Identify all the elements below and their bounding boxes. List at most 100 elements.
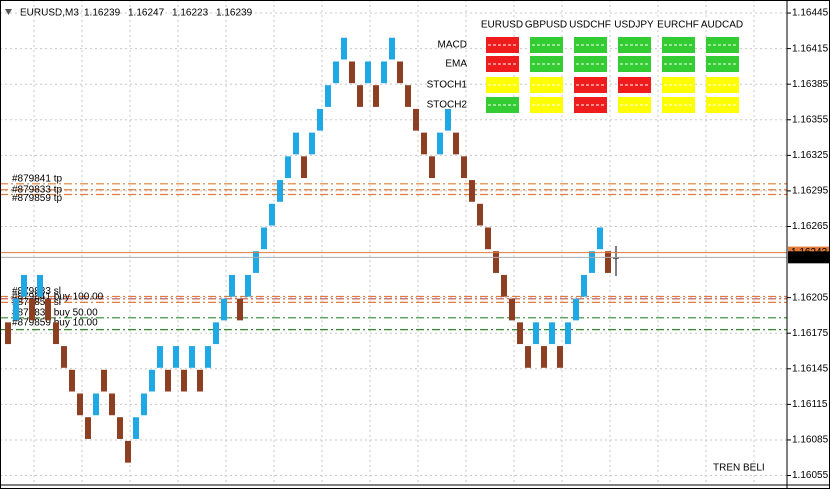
price-tag bbox=[788, 251, 830, 264]
y-tick-label: 1.16115 bbox=[792, 399, 828, 410]
renko-brick bbox=[341, 37, 347, 60]
renko-brick bbox=[541, 346, 547, 368]
signal-cell bbox=[662, 37, 695, 53]
order-label: #879833 sl bbox=[12, 286, 61, 297]
renko-brick bbox=[421, 132, 427, 155]
renko-brick bbox=[245, 274, 251, 297]
renko-brick bbox=[213, 322, 219, 345]
signal-cell bbox=[706, 37, 739, 53]
renko-brick bbox=[37, 274, 43, 297]
renko-brick bbox=[469, 180, 475, 202]
renko-brick bbox=[261, 227, 267, 250]
renko-brick bbox=[293, 132, 299, 155]
renko-brick bbox=[221, 298, 227, 321]
ohlc-value: 1.16239 bbox=[216, 8, 253, 19]
renko-brick bbox=[573, 298, 579, 321]
renko-brick bbox=[109, 393, 115, 416]
renko-brick bbox=[597, 227, 603, 250]
renko-brick bbox=[189, 346, 195, 368]
renko-brick bbox=[477, 203, 483, 226]
signal-cell bbox=[530, 56, 563, 72]
y-tick-label: 1.16205 bbox=[792, 292, 829, 303]
row-label: EMA bbox=[445, 59, 467, 70]
order-label: #879833 buy 50.00 bbox=[12, 307, 98, 318]
order-label: #879859 tp bbox=[12, 193, 62, 204]
renko-brick bbox=[13, 298, 19, 321]
renko-brick bbox=[581, 274, 587, 297]
renko-brick bbox=[373, 85, 379, 107]
renko-brick bbox=[517, 322, 523, 345]
ohlc-value: 1.16239 bbox=[84, 8, 121, 19]
renko-brick bbox=[309, 132, 315, 155]
renko-brick bbox=[133, 417, 139, 439]
signal-cell bbox=[530, 97, 563, 113]
order-label: #879841 buy 100.00 bbox=[12, 291, 104, 302]
renko-brick bbox=[29, 298, 35, 321]
signal-cell bbox=[618, 56, 651, 72]
y-tick-label: 1.16265 bbox=[792, 221, 829, 232]
symbol: EURUSD,M3 bbox=[20, 8, 79, 19]
y-tick-label: 1.16325 bbox=[792, 150, 829, 161]
renko-brick bbox=[21, 274, 27, 297]
signal-cell bbox=[662, 97, 695, 113]
renko-brick bbox=[149, 369, 155, 392]
y-tick-label: 1.16295 bbox=[792, 186, 829, 197]
y-tick-label: 1.16175 bbox=[792, 328, 829, 339]
renko-brick bbox=[493, 251, 499, 273]
signal-cell bbox=[530, 77, 563, 93]
renko-brick bbox=[325, 85, 331, 107]
signal-cell bbox=[486, 37, 519, 53]
order-label: #879859 sl bbox=[12, 297, 61, 308]
renko-brick bbox=[165, 369, 171, 392]
renko-brick bbox=[349, 61, 355, 84]
column-header: AUDCAD bbox=[701, 20, 743, 31]
renko-brick bbox=[157, 346, 163, 368]
renko-brick bbox=[509, 298, 515, 321]
signal-cell bbox=[530, 37, 563, 53]
renko-brick bbox=[525, 346, 531, 368]
renko-brick bbox=[277, 180, 283, 202]
column-header: USDCHF bbox=[569, 20, 611, 31]
renko-brick bbox=[269, 203, 275, 226]
signal-cell bbox=[486, 56, 519, 72]
renko-brick bbox=[77, 393, 83, 416]
renko-brick bbox=[61, 346, 67, 368]
renko-brick bbox=[85, 417, 91, 439]
renko-brick bbox=[389, 37, 395, 60]
y-tick-label: 1.16145 bbox=[792, 363, 829, 374]
renko-brick bbox=[549, 322, 555, 345]
collapse-icon bbox=[5, 9, 12, 15]
y-tick-label: 1.16415 bbox=[792, 43, 829, 54]
renko-brick bbox=[125, 440, 131, 463]
renko-brick bbox=[413, 108, 419, 131]
renko-brick bbox=[173, 346, 179, 368]
renko-brick bbox=[397, 61, 403, 84]
y-tick-label: 1.16445 bbox=[792, 8, 829, 19]
renko-brick bbox=[445, 108, 451, 131]
renko-brick bbox=[453, 132, 459, 155]
signal-cell bbox=[486, 97, 519, 113]
price-tag-label: 1.16239 bbox=[791, 252, 828, 263]
signal-cell bbox=[486, 77, 519, 93]
renko-brick bbox=[253, 251, 259, 273]
renko-brick bbox=[557, 346, 563, 368]
signal-cell bbox=[574, 97, 607, 113]
renko-brick bbox=[461, 156, 467, 179]
renko-brick bbox=[69, 369, 75, 392]
renko-brick bbox=[197, 369, 203, 392]
order-label: #879841 tp bbox=[12, 173, 62, 184]
signal-cell bbox=[706, 97, 739, 113]
renko-brick bbox=[93, 393, 99, 416]
column-header: EURUSD bbox=[481, 20, 523, 31]
renko-brick bbox=[605, 251, 611, 273]
row-label: MACD bbox=[438, 40, 467, 51]
renko-brick bbox=[589, 251, 595, 273]
renko-brick bbox=[285, 156, 291, 179]
y-tick-label: 1.16085 bbox=[792, 435, 829, 446]
y-tick-label: 1.16055 bbox=[792, 470, 829, 481]
order-label: #879833 tp bbox=[12, 184, 62, 195]
renko-brick bbox=[357, 85, 363, 107]
signal-cell bbox=[618, 77, 651, 93]
renko-brick bbox=[565, 322, 571, 345]
